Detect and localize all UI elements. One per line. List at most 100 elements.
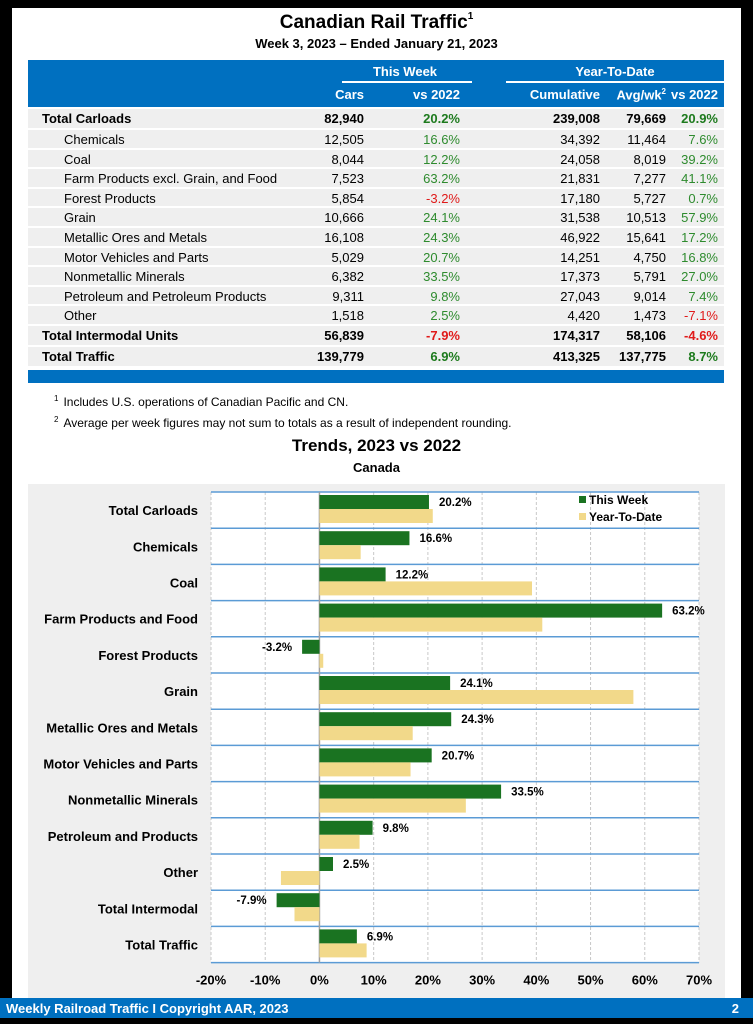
cell-cars: 6,382	[331, 269, 364, 285]
data-label-this-week: 24.3%	[461, 714, 494, 726]
cell-vs2022-ytd: 16.8%	[681, 249, 718, 265]
table-row: Total Traffic 139,779 6.9% 413,325 137,775 8.…	[28, 346, 724, 366]
cell-vs2022-ytd: 17.2%	[681, 229, 718, 245]
table-row: Other 1,518 2.5% 4,420 1,473 -7.1%	[28, 306, 724, 324]
cell-avg-wk: 137,775	[619, 348, 666, 364]
row-label: Petroleum and Petroleum Products	[64, 288, 267, 304]
cell-vs2022-ytd: 0.7%	[688, 190, 718, 206]
cell-cumulative: 239,008	[553, 111, 600, 126]
col-header-cars: Cars	[335, 87, 364, 102]
data-label-this-week: 33.5%	[511, 787, 544, 799]
cell-avg-wk: 5,727	[633, 190, 666, 206]
cell-cumulative: 27,043	[560, 288, 600, 304]
title-footnote-marker: 1	[467, 10, 474, 22]
cell-avg-wk: 5,791	[633, 269, 666, 285]
bar-year-to-date	[319, 762, 411, 777]
category-label: Nonmetallic Minerals	[68, 793, 198, 808]
bar-this-week	[319, 712, 452, 727]
cell-avg-wk: 15,641	[626, 229, 666, 245]
table-header: This Week Year-To-Date Cars vs 2022 Cumu…	[28, 60, 724, 107]
cell-avg-wk: 1,473	[633, 308, 666, 324]
data-label-this-week: 16.6%	[419, 533, 452, 545]
cell-cumulative: 31,538	[560, 210, 600, 226]
table-row: Farm Products excl. Grain, and Food 7,523…	[28, 169, 724, 187]
cell-cumulative: 46,922	[560, 229, 600, 245]
bar-year-to-date	[319, 509, 433, 523]
cell-vs2022-ytd: 27.0%	[681, 269, 718, 285]
category-label: Petroleum and Products	[48, 829, 198, 844]
table-row: Nonmetallic Minerals 6,382 33.5% 17,373 5,79…	[28, 267, 724, 285]
header-rule-this-week	[342, 81, 472, 83]
data-label-this-week: 63.2%	[672, 606, 705, 618]
cell-cars: 12,505	[324, 132, 364, 147]
table-row: Chemicals 12,505 16.6% 34,392 11,464 7.6%	[28, 130, 724, 148]
bar-this-week	[319, 748, 432, 763]
report-title: Canadian Rail Traffic1	[279, 10, 474, 33]
cell-vs2022-week: 20.7%	[423, 249, 460, 265]
cell-vs2022-ytd: 39.2%	[681, 151, 718, 167]
cell-cumulative: 174,317	[553, 327, 600, 343]
category-label: Motor Vehicles and Parts	[43, 757, 198, 772]
data-label-this-week: 24.1%	[460, 678, 493, 690]
row-label: Motor Vehicles and Parts	[64, 249, 209, 265]
cell-vs2022-week: 6.9%	[430, 348, 460, 364]
bar-year-to-date	[319, 690, 634, 704]
cell-cars: 8,044	[331, 151, 364, 167]
cell-cars: 16,108	[324, 229, 364, 245]
bar-year-to-date	[319, 726, 413, 741]
cell-vs2022-week: 20.2%	[423, 111, 460, 126]
table-footer-bar	[28, 370, 724, 383]
table-row: Petroleum and Petroleum Products 9,311 9.8…	[28, 286, 724, 305]
col-header-vs2022-ytd: vs 2022	[671, 87, 718, 102]
cell-vs2022-week: 33.5%	[423, 269, 460, 285]
col-header-vs2022-week: vs 2022	[413, 87, 460, 102]
category-label: Total Intermodal	[98, 901, 198, 916]
cell-vs2022-week: -3.2%	[426, 190, 460, 206]
row-label: Total Traffic	[42, 348, 115, 364]
cell-avg-wk: 8,019	[633, 151, 666, 167]
row-label: Total Carloads	[42, 111, 132, 126]
cell-cumulative: 34,392	[560, 132, 600, 147]
x-tick-label: -10%	[250, 973, 281, 988]
cell-vs2022-ytd: 57.9%	[681, 210, 718, 226]
footer-text: Weekly Railroad Traffic I Copyright AAR,…	[6, 1001, 289, 1016]
bar-this-week	[319, 676, 451, 690]
table-row: Total Carloads 82,940 20.2% 239,008 79,669 20…	[28, 109, 724, 128]
category-label: Farm Products and Food	[44, 612, 198, 627]
category-label: Total Traffic	[125, 938, 198, 953]
x-tick-label: 50%	[578, 973, 604, 988]
cell-cars: 7,523	[331, 171, 364, 187]
bar-year-to-date	[319, 798, 466, 813]
bar-year-to-date	[319, 545, 361, 560]
report-subtitle: Week 3, 2023 – Ended January 21, 2023	[255, 36, 498, 51]
footnote-1: 1 Includes U.S. operations of Canadian Pa…	[54, 394, 349, 409]
x-tick-label: 60%	[632, 973, 658, 988]
chart-title: Trends, 2023 vs 2022	[291, 436, 462, 455]
cell-vs2022-ytd: 7.4%	[688, 288, 718, 304]
category-label: Forest Products	[98, 648, 198, 663]
bar-year-to-date	[319, 834, 360, 849]
cell-cumulative: 21,831	[560, 171, 600, 187]
bar-this-week	[319, 495, 429, 509]
cell-vs2022-ytd: 8.7%	[688, 348, 718, 364]
data-label-this-week: 9.8%	[383, 823, 409, 835]
x-tick-label: 40%	[523, 973, 549, 988]
cell-cars: 5,854	[331, 190, 364, 206]
header-group-this-week: This Week	[372, 64, 438, 79]
table-row: Metallic Ores and Metals 16,108 24.3% 46,92…	[28, 227, 724, 246]
cell-cars: 5,029	[331, 249, 364, 265]
page-footer: Weekly Railroad Traffic I Copyright AAR,…	[0, 998, 753, 1018]
row-label: Metallic Ores and Metals	[64, 229, 208, 245]
x-tick-label: 70%	[686, 973, 712, 988]
bar-this-week	[319, 820, 373, 835]
bar-this-week	[319, 531, 410, 546]
legend-swatch-ytd	[579, 513, 586, 520]
legend-label-this-week: This Week	[589, 493, 648, 507]
cell-vs2022-week: 12.2%	[423, 151, 460, 167]
cell-avg-wk: 4,750	[633, 249, 666, 265]
cell-avg-wk: 11,464	[627, 132, 666, 147]
report-page: Canadian Rail Traffic1 Week 3, 2023 – En…	[12, 8, 741, 998]
category-label: Grain	[164, 684, 198, 699]
x-tick-label: 0%	[310, 973, 329, 988]
bar-year-to-date	[294, 907, 320, 922]
